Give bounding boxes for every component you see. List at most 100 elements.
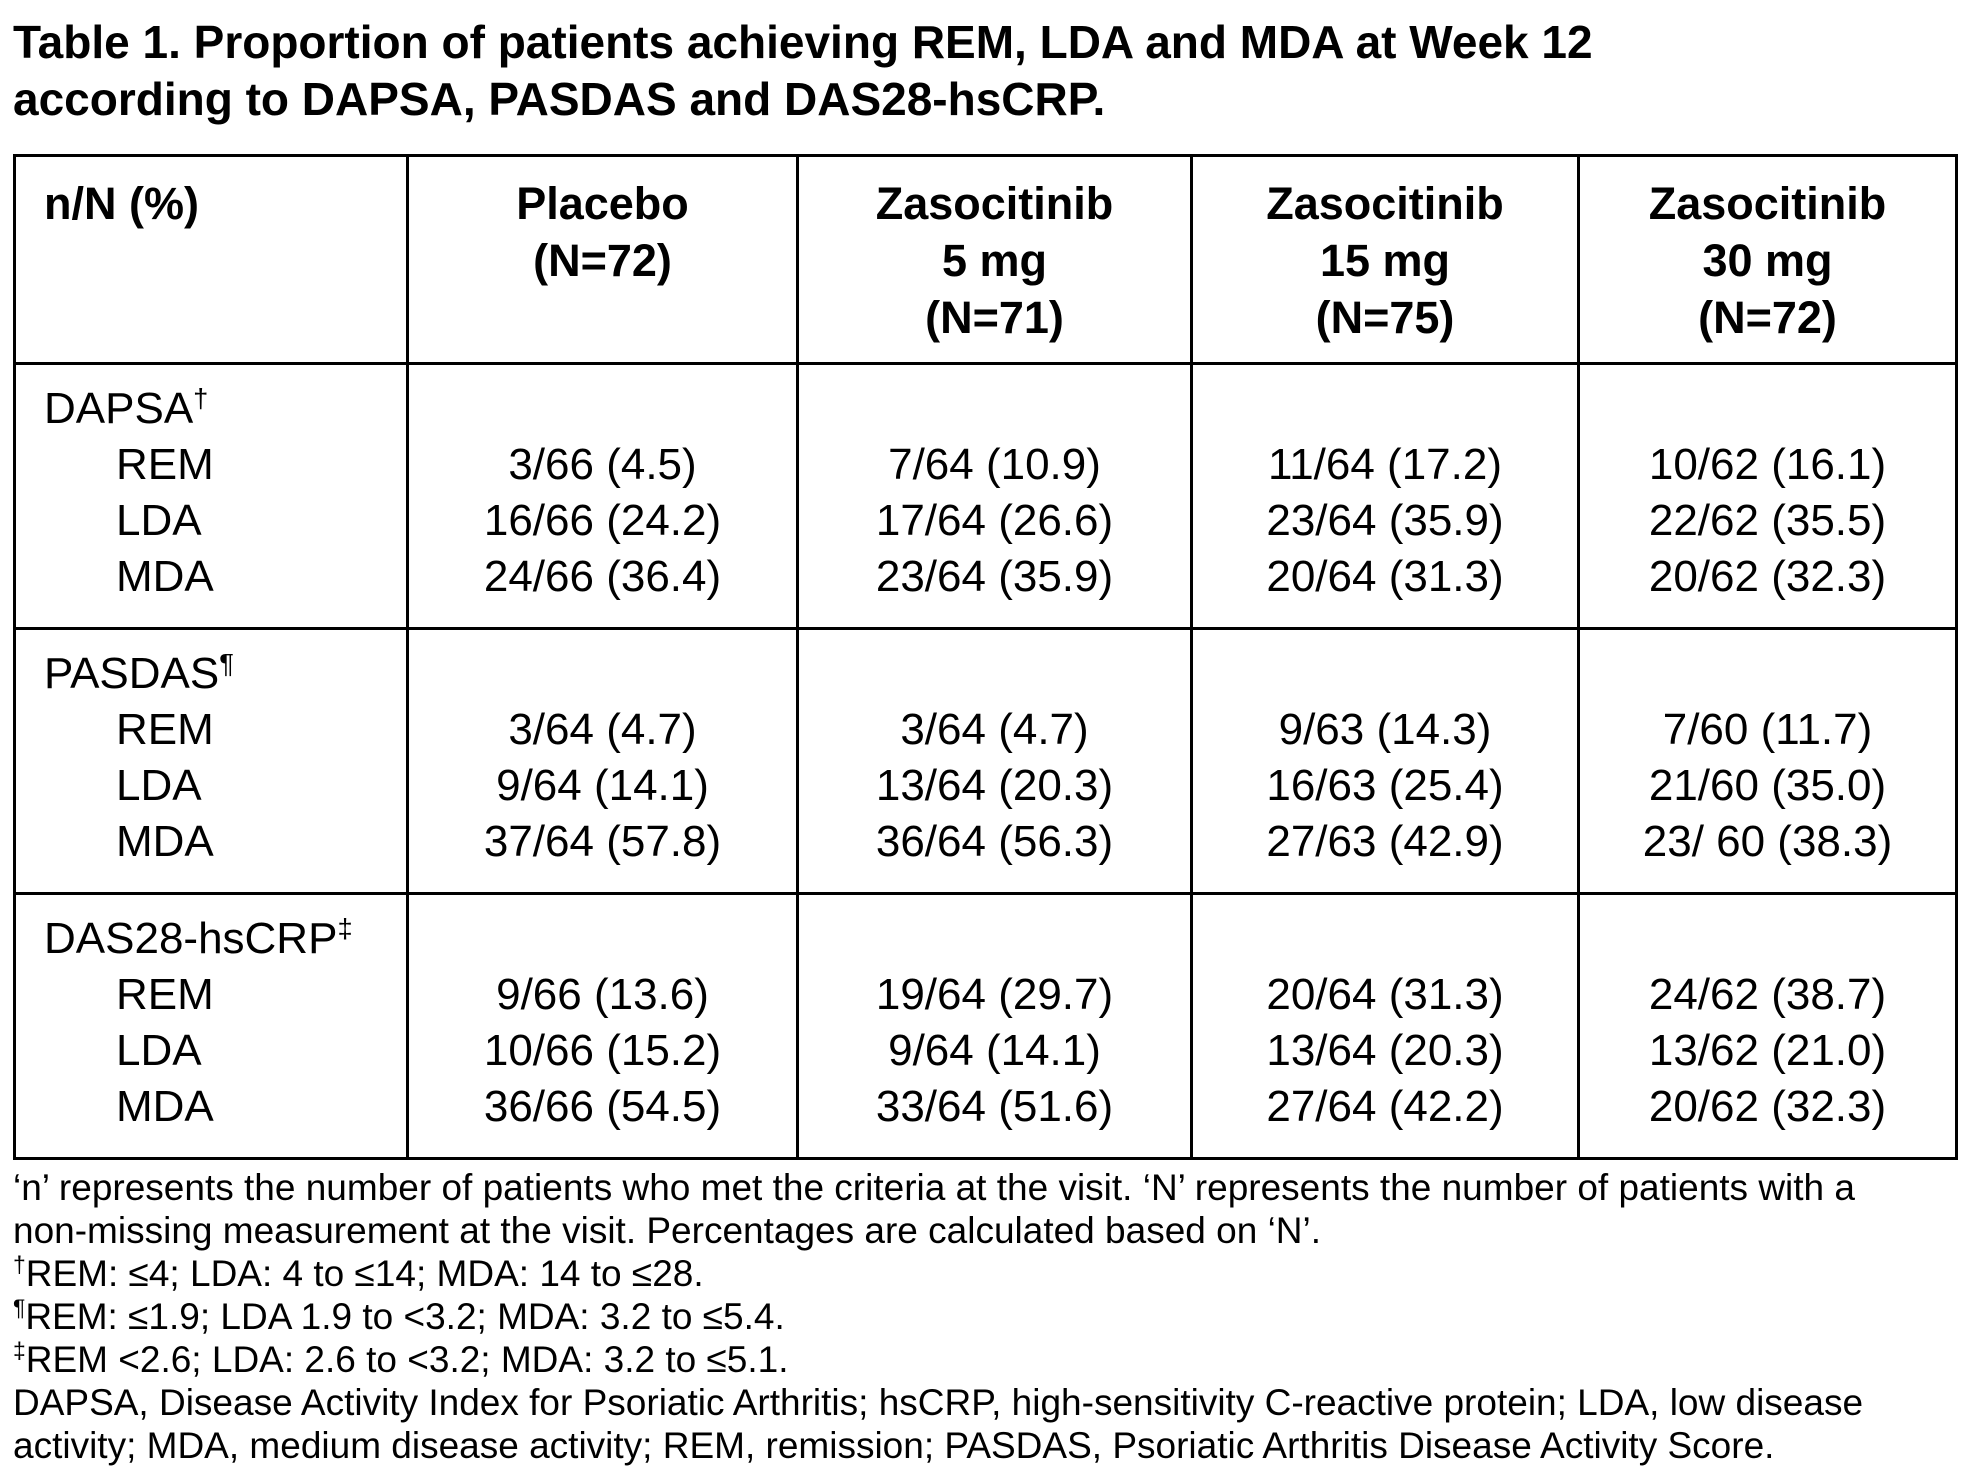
- row-label-lda: LDA: [116, 761, 202, 810]
- table-row-dapsa-mda: MDA 24/66 (36.4) 23/64 (35.9) 20/64 (31.…: [15, 549, 1957, 629]
- double-dagger-marker: ‡: [13, 1337, 26, 1364]
- section-pasdas: PASDAS¶ REM 3/64 (4.7) 3/64 (4.7) 9/63 (…: [14, 628, 1957, 894]
- section-das28-hscrp: DAS28-hsCRP‡ REM 9/66 (13.6) 19/64 (29.7…: [14, 893, 1957, 1159]
- pilcrow-marker: ¶: [219, 647, 234, 679]
- dagger-marker: †: [193, 382, 209, 414]
- table-cell: 27/64 (42.2): [1190, 1079, 1579, 1159]
- table-cell: 20/62 (32.3): [1577, 1079, 1957, 1159]
- empty-cell: [1190, 893, 1579, 967]
- dagger-marker: †: [13, 1251, 26, 1278]
- table-cell: 9/66 (13.6): [406, 967, 798, 1023]
- footnote-double-dagger: ‡REM <2.6; LDA: 2.6 to <3.2; MDA: 3.2 to…: [13, 1338, 1966, 1381]
- table-cell: 21/60 (35.0): [1577, 758, 1957, 814]
- empty-cell: [1577, 363, 1957, 437]
- pilcrow-marker: ¶: [13, 1294, 26, 1321]
- table-row-das28-rem: REM 9/66 (13.6) 19/64 (29.7) 20/64 (31.3…: [15, 967, 1957, 1023]
- footnote-double-dagger-text: REM <2.6; LDA: 2.6 to <3.2; MDA: 3.2 to …: [25, 1339, 789, 1380]
- table-title: Table 1. Proportion of patients achievin…: [13, 16, 1593, 125]
- section-label-das28-hscrp: DAS28-hsCRP‡: [15, 894, 408, 968]
- section-label-text: PASDAS: [44, 649, 220, 698]
- table-cell: 19/64 (29.7): [796, 967, 1192, 1023]
- section-label-row: DAPSA†: [15, 363, 1957, 438]
- empty-cell: [796, 628, 1192, 702]
- empty-cell: [406, 363, 798, 437]
- footnote-general: ‘n’ represents the number of patients wh…: [13, 1167, 1855, 1251]
- row-label-rem: REM: [116, 705, 214, 754]
- row-label-mda: MDA: [116, 1082, 214, 1131]
- table-cell: 9/64 (14.1): [406, 758, 798, 814]
- table-cell: 10/62 (16.1): [1577, 437, 1957, 493]
- table-row-pasdas-rem: REM 3/64 (4.7) 3/64 (4.7) 9/63 (14.3) 7/…: [15, 702, 1957, 758]
- table-cell: 27/63 (42.9): [1190, 814, 1579, 894]
- section-label-text: DAS28-hsCRP: [44, 914, 338, 963]
- table-cell: 3/64 (4.7): [796, 702, 1192, 758]
- table-cell: 36/64 (56.3): [796, 814, 1192, 894]
- table-cell: 23/64 (35.9): [796, 549, 1192, 629]
- empty-cell: [1190, 628, 1579, 702]
- header-row: n/N (%) Placebo (N=72) Zasocitinib 5 mg …: [15, 155, 1957, 364]
- table-cell: 16/66 (24.2): [406, 493, 798, 549]
- table-row-dapsa-rem: REM 3/66 (4.5) 7/64 (10.9) 11/64 (17.2) …: [15, 437, 1957, 493]
- section-label-text: DAPSA: [44, 384, 194, 433]
- table-cell: 20/64 (31.3): [1190, 549, 1579, 629]
- section-label-row: PASDAS¶: [15, 628, 1957, 703]
- column-header-placebo: Placebo (N=72): [406, 155, 798, 364]
- table-row-dapsa-lda: LDA 16/66 (24.2) 17/64 (26.6) 23/64 (35.…: [15, 493, 1957, 549]
- empty-cell: [1577, 628, 1957, 702]
- footnote-pilcrow: ¶REM: ≤1.9; LDA 1.9 to <3.2; MDA: 3.2 to…: [13, 1295, 1966, 1338]
- table-cell: 20/64 (31.3): [1190, 967, 1579, 1023]
- empty-cell: [796, 893, 1192, 967]
- section-label-dapsa: DAPSA†: [15, 364, 408, 438]
- column-header-zasocitinib-30mg: Zasocitinib 30 mg (N=72): [1577, 155, 1957, 364]
- table-cell: 23/64 (35.9): [1190, 493, 1579, 549]
- table-cell: 36/66 (54.5): [406, 1079, 798, 1159]
- section-dapsa: DAPSA† REM 3/66 (4.5) 7/64 (10.9) 11/64 …: [15, 363, 1957, 629]
- table-cell: 3/66 (4.5): [406, 437, 798, 493]
- table-row-pasdas-mda: MDA 37/64 (57.8) 36/64 (56.3) 27/63 (42.…: [15, 814, 1957, 894]
- table-cell: 33/64 (51.6): [796, 1079, 1192, 1159]
- table-cell: 23/ 60 (38.3): [1577, 814, 1957, 894]
- section-label-pasdas: PASDAS¶: [15, 629, 408, 703]
- table-cell: 13/64 (20.3): [1190, 1023, 1579, 1079]
- footnote-pilcrow-text: REM: ≤1.9; LDA 1.9 to <3.2; MDA: 3.2 to …: [25, 1296, 785, 1337]
- footnote-abbreviations: DAPSA, Disease Activity Index for Psoria…: [13, 1382, 1864, 1466]
- table-cell: 24/62 (38.7): [1577, 967, 1957, 1023]
- table-cell: 7/64 (10.9): [796, 437, 1192, 493]
- table-cell: 24/66 (36.4): [406, 549, 798, 629]
- table-cell: 3/64 (4.7): [406, 702, 798, 758]
- table-cell: 11/64 (17.2): [1190, 437, 1579, 493]
- table-row-pasdas-lda: LDA 9/64 (14.1) 13/64 (20.3) 16/63 (25.4…: [15, 758, 1957, 814]
- footnotes: ‘n’ represents the number of patients wh…: [13, 1166, 1966, 1467]
- table-header: n/N (%) Placebo (N=72) Zasocitinib 5 mg …: [14, 155, 1957, 364]
- empty-cell: [1190, 363, 1579, 437]
- table-cell: 22/62 (35.5): [1577, 493, 1957, 549]
- row-label-lda: LDA: [116, 496, 202, 545]
- empty-cell: [1577, 893, 1957, 967]
- column-header-zasocitinib-5mg: Zasocitinib 5 mg (N=71): [796, 155, 1192, 364]
- section-label-row: DAS28-hsCRP‡: [15, 893, 1957, 968]
- empty-cell: [796, 363, 1192, 437]
- table-cell: 13/62 (21.0): [1577, 1023, 1957, 1079]
- row-label-mda: MDA: [116, 552, 214, 601]
- row-label-rem: REM: [116, 440, 214, 489]
- table-row-das28-lda: LDA 10/66 (15.2) 9/64 (14.1) 13/64 (20.3…: [15, 1023, 1957, 1079]
- row-label-rem: REM: [116, 970, 214, 1019]
- table-cell: 10/66 (15.2): [406, 1023, 798, 1079]
- column-header-n-of-N-percent: n/N (%): [44, 178, 199, 229]
- table-cell: 9/64 (14.1): [796, 1023, 1192, 1079]
- empty-cell: [406, 628, 798, 702]
- footnote-dagger: †REM: ≤4; LDA: 4 to ≤14; MDA: 14 to ≤28.: [13, 1252, 1966, 1295]
- table-cell: 37/64 (57.8): [406, 814, 798, 894]
- table-cell: 13/64 (20.3): [796, 758, 1192, 814]
- double-dagger-marker: ‡: [337, 912, 353, 944]
- table-cell: 17/64 (26.6): [796, 493, 1192, 549]
- footnote-dagger-text: REM: ≤4; LDA: 4 to ≤14; MDA: 14 to ≤28.: [25, 1253, 704, 1294]
- table-cell: 16/63 (25.4): [1190, 758, 1579, 814]
- empty-cell: [406, 893, 798, 967]
- table-cell: 20/62 (32.3): [1577, 549, 1957, 629]
- results-table: n/N (%) Placebo (N=72) Zasocitinib 5 mg …: [13, 154, 1958, 1160]
- row-label-mda: MDA: [116, 817, 214, 866]
- table-cell: 9/63 (14.3): [1190, 702, 1579, 758]
- column-header-zasocitinib-15mg: Zasocitinib 15 mg (N=75): [1190, 155, 1579, 364]
